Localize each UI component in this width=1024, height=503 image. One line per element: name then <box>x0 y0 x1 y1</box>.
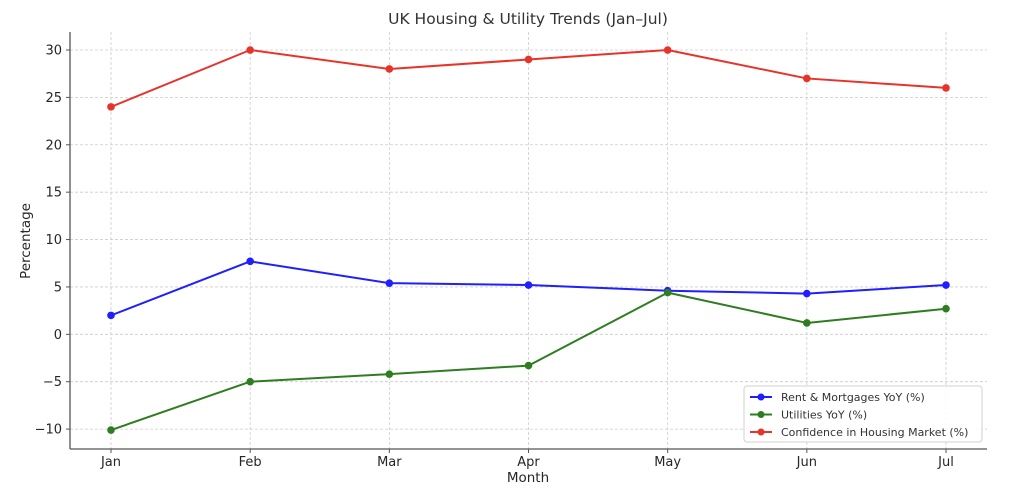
data-point <box>803 74 811 83</box>
y-tick-label: 20 <box>45 138 62 153</box>
grid <box>70 32 987 449</box>
x-axis-title: Month <box>507 470 549 486</box>
legend-item: Utilities YoY (%) <box>750 409 867 422</box>
x-tick-label: May <box>654 455 681 470</box>
series-2 <box>107 46 950 111</box>
legend-label: Utilities YoY (%) <box>781 409 867 422</box>
x-tick-label: Jan <box>100 455 121 470</box>
data-point <box>524 361 533 370</box>
legend-label: Rent & Mortgages YoY (%) <box>781 391 925 404</box>
legend-item: Confidence in Housing Market (%) <box>750 426 968 439</box>
data-point <box>942 281 950 289</box>
y-tick-label: 30 <box>45 44 62 59</box>
data-point <box>246 46 254 54</box>
data-point <box>524 55 533 64</box>
data-point <box>246 257 254 266</box>
legend-swatch-marker <box>757 428 765 436</box>
axes: −10 −5 0 5 10 15 20 25 30 Jan Feb Mar Apr May Jun Jul <box>35 32 987 470</box>
legend: Rent & Mortgages YoY (%) Utilities YoY (%… <box>743 385 983 443</box>
data-point <box>663 288 672 297</box>
x-tick-label: Jul <box>937 455 954 470</box>
legend-label: Confidence in Housing Market (%) <box>781 426 968 439</box>
x-tick-label: Feb <box>239 455 262 470</box>
legend-item: Rent & Mortgages YoY (%) <box>750 391 925 404</box>
series-1 <box>107 288 950 434</box>
y-tick-label: −10 <box>35 423 62 438</box>
y-tick-label: 15 <box>45 186 62 201</box>
y-tick-label: −5 <box>43 375 62 390</box>
legend-swatch-marker <box>757 393 765 401</box>
data-point <box>942 84 950 92</box>
data-point <box>385 65 394 73</box>
y-tick-label: 25 <box>45 91 62 106</box>
legend-box <box>743 385 983 443</box>
data-point <box>107 103 115 111</box>
x-tick-label: Mar <box>377 455 402 470</box>
x-tick-label: Apr <box>517 455 540 470</box>
data-point <box>942 304 950 313</box>
data-point <box>803 319 811 327</box>
data-point <box>107 426 115 434</box>
data-point <box>663 46 672 54</box>
data-point <box>246 377 254 386</box>
y-tick-label: 10 <box>45 233 62 248</box>
y-tick-label: 5 <box>54 280 62 295</box>
y-tick-label: 0 <box>54 328 62 343</box>
data-point <box>107 311 115 320</box>
series-lines <box>107 46 950 434</box>
data-point <box>524 281 533 289</box>
chart-title: UK Housing & Utility Trends (Jan–Jul) <box>388 10 668 28</box>
x-tick-label: Jun <box>796 455 817 470</box>
legend-swatch-marker <box>757 411 765 418</box>
data-point <box>803 289 811 298</box>
data-point <box>385 370 394 378</box>
y-axis-title: Percentage <box>18 203 34 279</box>
data-point <box>385 279 394 287</box>
